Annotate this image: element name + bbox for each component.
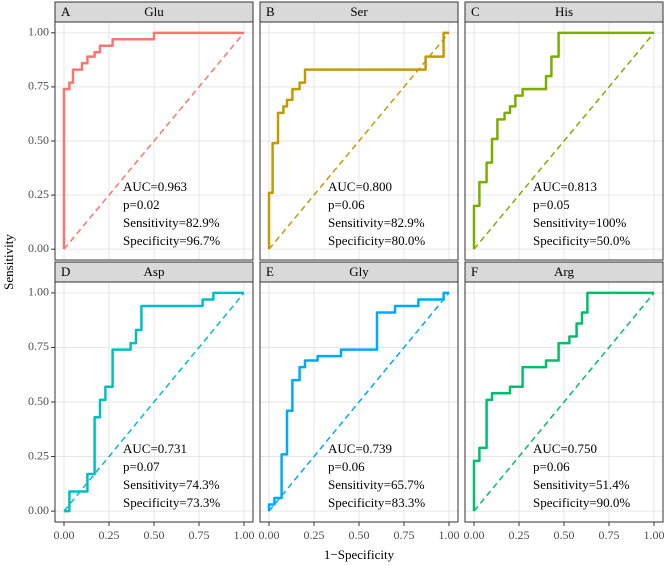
annotation: Sensitivity=82.9% [328,215,425,230]
x-tick-label: 1.00 [234,528,255,542]
panel-title: Ser [350,4,368,19]
x-tick-label: 1.00 [439,528,460,542]
panel-letter: A [61,4,71,19]
annotation: p=0.06 [328,197,365,212]
reference-line [473,292,655,512]
x-tick-label: 0.75 [599,528,620,542]
annotation: Specificity=50.0% [533,233,630,248]
panel-title: Gly [349,264,369,279]
roc-curve [267,291,449,512]
roc-curve [472,31,654,250]
annotation: AUC=0.731 [123,441,187,456]
strip [259,1,459,23]
panel-letter: E [266,264,274,279]
y-tick-label: 1.00 [28,25,49,39]
x-tick-label: 0.00 [54,528,75,542]
y-tick-label: 0.25 [28,187,49,201]
reference-line [63,292,245,512]
annotation: p=0.06 [328,459,365,474]
y-tick-label: 0.75 [28,79,49,93]
y-tick-label: 0.00 [28,241,49,255]
y-tick-label: 0.50 [28,133,49,147]
annotation: Specificity=73.3% [123,495,220,510]
panel-letter: C [471,4,480,19]
x-tick-label: 0.50 [349,528,370,542]
panel-title: His [555,4,573,19]
x-tick-label: 0.50 [554,528,575,542]
roc-curve [64,291,244,513]
panel-title: Arg [554,264,574,279]
annotation: AUC=0.813 [533,179,597,194]
x-tick-label: 0.50 [144,528,165,542]
annotation: p=0.06 [533,459,570,474]
annotation: Sensitivity=100% [533,215,626,230]
annotation: p=0.07 [123,459,160,474]
annotation: Specificity=80.0% [328,233,425,248]
reference-line [268,292,450,512]
x-tick-label: 1.00 [644,528,665,542]
y-tick-label: 0.50 [28,394,49,408]
y-tick-label: 1.00 [28,285,49,299]
roc-curve [267,31,449,250]
y-axis-label: Sensitivity [1,234,16,290]
strip [464,1,664,23]
annotation: Sensitivity=51.4% [533,477,630,492]
annotation: p=0.05 [533,197,570,212]
annotation: Sensitivity=82.9% [123,215,220,230]
annotation: Specificity=96.7% [123,233,220,248]
reference-line [63,32,245,250]
annotation: AUC=0.963 [123,179,187,194]
strip [54,261,254,283]
annotation: AUC=0.750 [533,441,597,456]
x-axis-label: 1−Specificity [324,547,395,562]
annotation: AUC=0.739 [328,441,392,456]
x-tick-label: 0.00 [259,528,280,542]
roc-curve [62,31,244,250]
x-tick-label: 0.25 [304,528,325,542]
strip [54,1,254,23]
annotation: p=0.02 [123,197,160,212]
x-tick-label: 0.75 [394,528,415,542]
strip [259,261,459,283]
y-tick-label: 0.75 [28,339,49,353]
x-tick-label: 0.25 [509,528,530,542]
y-tick-label: 0.00 [28,503,49,517]
roc-curve [472,291,654,512]
panel-title: Glu [144,4,164,19]
panel-title: Asp [144,264,165,279]
panel-letter: D [61,264,70,279]
x-tick-label: 0.25 [99,528,120,542]
y-tick-label: 0.25 [28,448,49,462]
x-tick-label: 0.00 [464,528,485,542]
strip [464,261,664,283]
x-tick-label: 0.75 [189,528,210,542]
annotation: AUC=0.800 [328,179,392,194]
annotation: Specificity=83.3% [328,495,425,510]
annotation: Specificity=90.0% [533,495,630,510]
reference-line [473,32,655,250]
panel-letter: B [266,4,275,19]
panel-letter: F [471,264,478,279]
annotation: Sensitivity=74.3% [123,477,220,492]
annotation: Sensitivity=65.7% [328,477,425,492]
